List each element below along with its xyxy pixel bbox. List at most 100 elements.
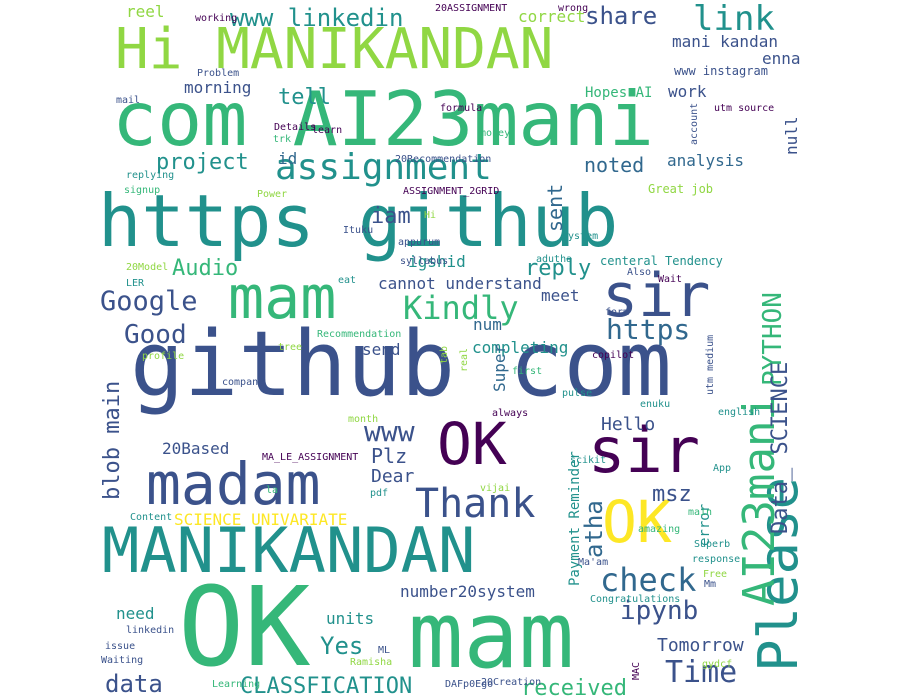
cloud-word: link: [693, 0, 775, 39]
cloud-word: Good: [124, 320, 187, 350]
cloud-word: Kindly: [403, 289, 519, 327]
cloud-word: amazing: [638, 524, 681, 535]
cloud-word: Dear: [371, 466, 415, 487]
cloud-word: units: [326, 609, 375, 628]
cloud-word: 20Based: [162, 439, 230, 458]
cloud-word: adutha: [536, 254, 573, 265]
cloud-word: learn: [312, 125, 343, 136]
cloud-word: Problem: [197, 68, 240, 79]
cloud-word: form: [605, 307, 630, 318]
cloud-word: Hello: [601, 414, 656, 435]
cloud-word: tree: [278, 342, 303, 353]
cloud-word: Content: [130, 512, 173, 523]
cloud-word: Ituku: [343, 225, 374, 236]
cloud-word: share: [585, 2, 658, 30]
cloud-word: Hopes AI: [585, 85, 653, 101]
cloud-word: reel: [126, 2, 165, 21]
cloud-word: Mm: [704, 579, 717, 590]
cloud-word: send: [362, 340, 401, 359]
cloud-word: gydcf: [702, 659, 733, 670]
cloud-word: Thank: [415, 481, 536, 527]
cloud-word: OK: [178, 563, 311, 691]
cloud-word: reply: [525, 256, 592, 281]
cloud-word: SCIENCE UNIVARIATE: [174, 510, 348, 529]
cloud-word: Wait: [658, 274, 683, 285]
cloud-word: data: [105, 670, 163, 698]
cloud-word: money: [480, 128, 511, 139]
cloud-word: eat: [338, 275, 357, 286]
cloud-word: Ramisha: [350, 657, 393, 668]
cloud-word: assignment: [275, 147, 492, 188]
cloud-word: morning: [184, 78, 252, 97]
cloud-word: mam: [228, 263, 337, 333]
cloud-word: Hi: [424, 210, 437, 221]
cloud-word: www linkedin: [230, 4, 404, 32]
cloud-word: issue: [105, 641, 136, 652]
cloud-word: replying: [126, 170, 175, 181]
cloud-word: analysis: [667, 151, 745, 170]
cloud-word: cannot understand: [378, 274, 542, 293]
cloud-word: la: [266, 485, 279, 496]
cloud-word: correct: [518, 7, 586, 26]
cloud-word: www: [364, 415, 415, 448]
cloud-word: Plz: [371, 444, 408, 468]
cloud-word: igshid: [408, 252, 466, 271]
cloud-word: meet: [541, 286, 580, 305]
cloud-word: Great job: [648, 182, 714, 196]
cloud-word: tell: [278, 85, 331, 110]
cloud-word: LER: [126, 278, 145, 289]
cloud-word: www instagram: [674, 64, 768, 78]
cloud-word: mail: [116, 95, 141, 106]
cloud-word: OK: [602, 488, 672, 556]
cloud-word: MA_LE_ASSIGNMENT: [262, 452, 359, 463]
cloud-word: MAC: [631, 661, 642, 680]
cloud-word: project: [156, 150, 249, 175]
cloud-word: Yes: [320, 632, 364, 660]
cloud-word: signup: [124, 185, 161, 196]
cloud-word: completing: [472, 338, 569, 357]
cloud-word: App: [713, 463, 732, 474]
cloud-word: msz: [652, 482, 692, 507]
cloud-word: appurum: [398, 237, 441, 248]
cloud-word: first: [512, 366, 543, 377]
cloud-word: ML: [378, 645, 391, 656]
cloud-word: 20Creation: [481, 677, 542, 688]
cloud-word: month: [348, 414, 379, 425]
cloud-word: need: [116, 604, 155, 623]
cloud-word: atha: [580, 500, 608, 558]
cloud-word: enna: [762, 49, 801, 68]
cloud-word: MANIKANDAN: [102, 514, 476, 587]
cloud-word: profile: [142, 351, 185, 362]
cloud-word: working: [195, 13, 238, 24]
cloud-word: received: [521, 676, 627, 700]
cloud-word: number20system: [400, 582, 535, 601]
cloud-word: Google: [100, 286, 198, 317]
cloud-word: company: [222, 377, 265, 388]
cloud-word: vijai: [480, 483, 511, 494]
cloud-word: main: [688, 507, 713, 518]
cloud-word: Free: [703, 569, 728, 580]
cloud-word: id: [278, 149, 298, 168]
cloud-word: wrong: [558, 3, 589, 14]
cloud-word: Time: [665, 655, 738, 690]
cloud-word: mani kandan: [672, 32, 778, 51]
cloud-word: 20Model: [126, 262, 169, 273]
cloud-word: OK: [437, 410, 507, 478]
cloud-word: pdf: [370, 488, 389, 499]
cloud-word: always: [492, 408, 529, 419]
cloud-word: Congratulations: [590, 594, 681, 605]
cloud-word: tab: [439, 345, 450, 364]
cloud-word: ASSIGNMENT_2GRID: [403, 186, 500, 197]
cloud-word: Power: [257, 189, 288, 200]
cloud-word: sir: [602, 261, 711, 331]
cloud-word: copilot: [592, 350, 635, 361]
cloud-word: CLASSFICATION: [240, 674, 413, 699]
cloud-word: english: [718, 407, 761, 418]
cloud-word: trk: [273, 134, 292, 145]
cloud-word: Waiting: [101, 655, 144, 666]
cloud-word: 20ASSIGNMENT: [435, 3, 508, 14]
cloud-word: sir: [588, 414, 700, 487]
cloud-word: 20Recommendation: [395, 154, 492, 165]
cloud-word: mam: [408, 582, 575, 689]
cloud-word: blob main: [100, 380, 125, 500]
